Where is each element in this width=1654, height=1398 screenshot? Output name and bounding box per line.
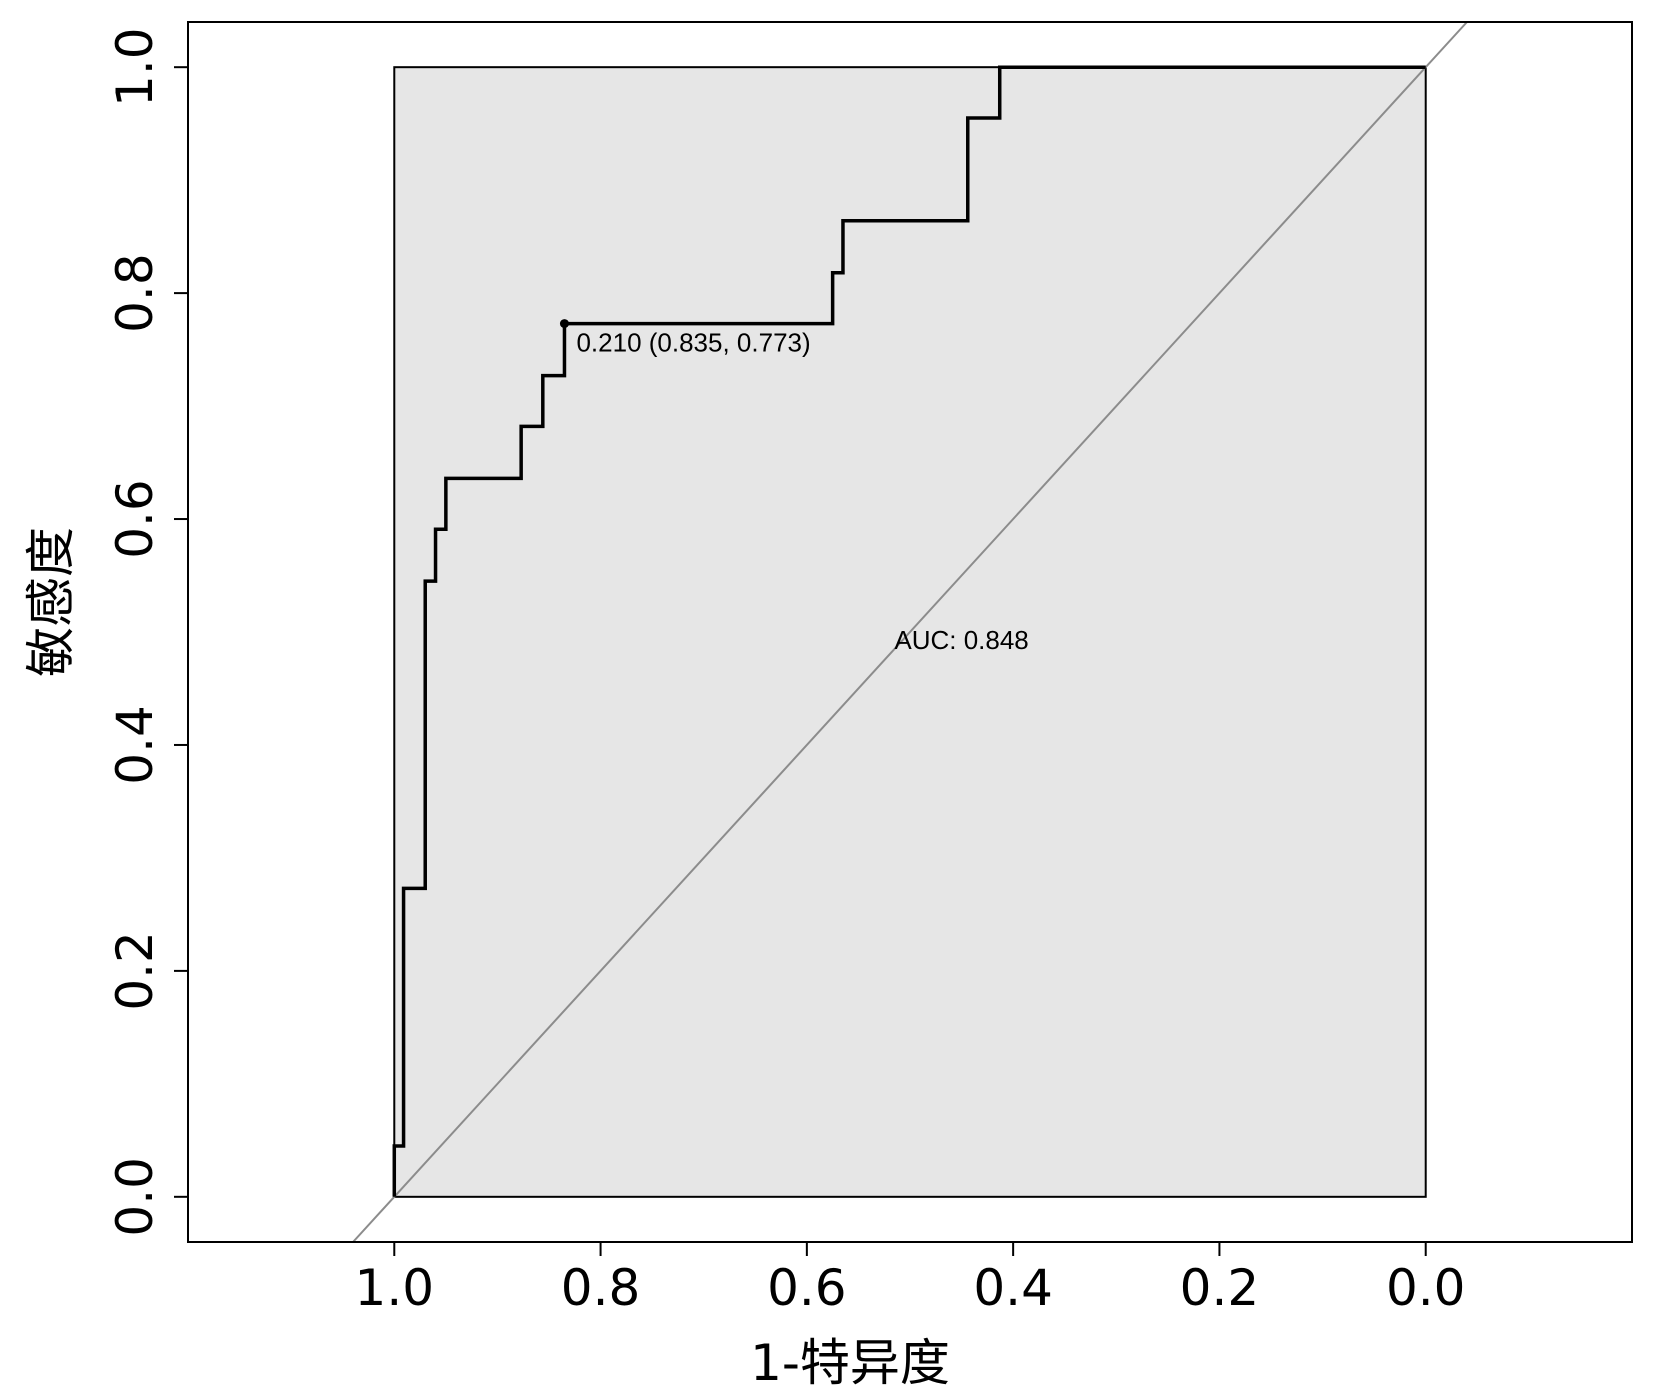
x-axis-title: 1-特异度 (750, 1334, 950, 1392)
y-tick-label: 0.0 (106, 1157, 164, 1237)
plot-frame (187, 21, 1633, 1243)
x-tick-label: 0.6 (767, 1259, 847, 1317)
x-tick-label: 0.0 (1386, 1259, 1466, 1317)
y-tick-label: 1.0 (106, 27, 164, 107)
roc-curve-line (392, 65, 1426, 1197)
diagonal-reference-line (352, 21, 1468, 1243)
x-tick-label: 0.2 (1180, 1259, 1260, 1317)
y-axis: 0.0 0.2 0.4 0.6 0.8 1.0 (106, 27, 189, 1237)
x-tick-label: 0.8 (561, 1259, 641, 1317)
y-tick-label: 0.4 (106, 705, 164, 785)
y-tick-label: 0.6 (106, 479, 164, 559)
auc-label: AUC: 0.848 (894, 625, 1028, 655)
x-tick-label: 0.4 (973, 1259, 1053, 1317)
y-tick-label: 0.2 (106, 931, 164, 1011)
threshold-label: 0.210 (0.835, 0.773) (576, 328, 810, 358)
diagonal-group (352, 21, 1468, 1243)
x-tick-label: 1.0 (355, 1259, 435, 1317)
roc-curve-group (392, 65, 1426, 1197)
threshold-point (559, 319, 569, 329)
y-axis-title: 敏感度 (22, 527, 80, 677)
y-tick-label: 0.8 (106, 253, 164, 333)
annotations-group: 0.210 (0.835, 0.773) AUC: 0.848 (576, 328, 1028, 655)
